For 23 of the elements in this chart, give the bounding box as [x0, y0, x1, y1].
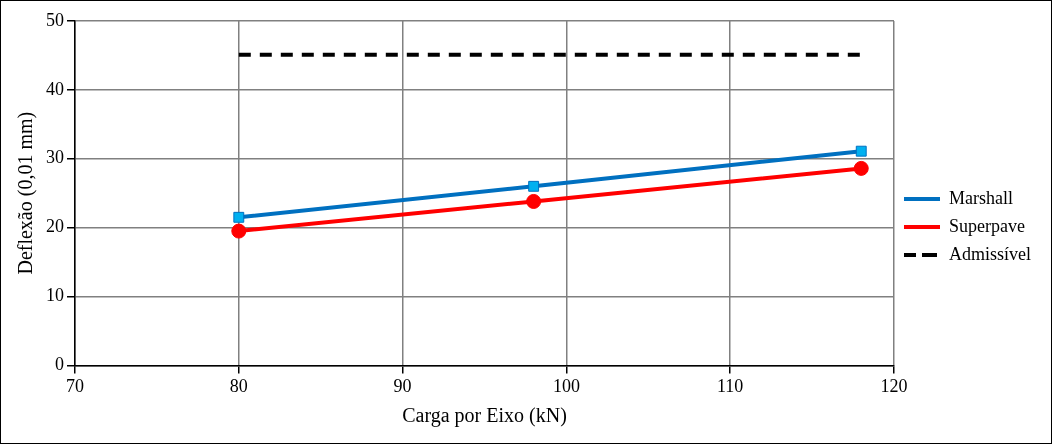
- point: [233, 211, 245, 223]
- point: [853, 160, 869, 176]
- legend-label: Superpave: [949, 215, 1025, 236]
- legend-label: Marshall: [949, 187, 1013, 208]
- y-tick-label: 50: [46, 9, 64, 30]
- x-tick-label: 100: [552, 375, 580, 396]
- x-tick-label: 120: [880, 375, 908, 396]
- x-tick-label: 90: [393, 375, 412, 396]
- x-tick-label: 70: [66, 375, 84, 396]
- point: [855, 145, 867, 157]
- x-tick-label: 80: [229, 375, 248, 396]
- x-tick-label: 110: [717, 375, 744, 396]
- legend-label: Admissível: [949, 243, 1032, 264]
- point: [231, 223, 247, 239]
- y-tick-label: 10: [46, 285, 64, 306]
- y-tick-label: 20: [46, 216, 64, 237]
- point: [526, 193, 542, 209]
- y-tick-label: 30: [46, 147, 64, 168]
- y-tick-label: 40: [46, 78, 64, 99]
- point: [528, 180, 540, 192]
- y-tick-label: 0: [55, 354, 64, 375]
- y-axis-title: Deflexão (0,01 mm): [14, 111, 38, 275]
- x-axis-title: Carga por Eixo (kN): [402, 404, 567, 428]
